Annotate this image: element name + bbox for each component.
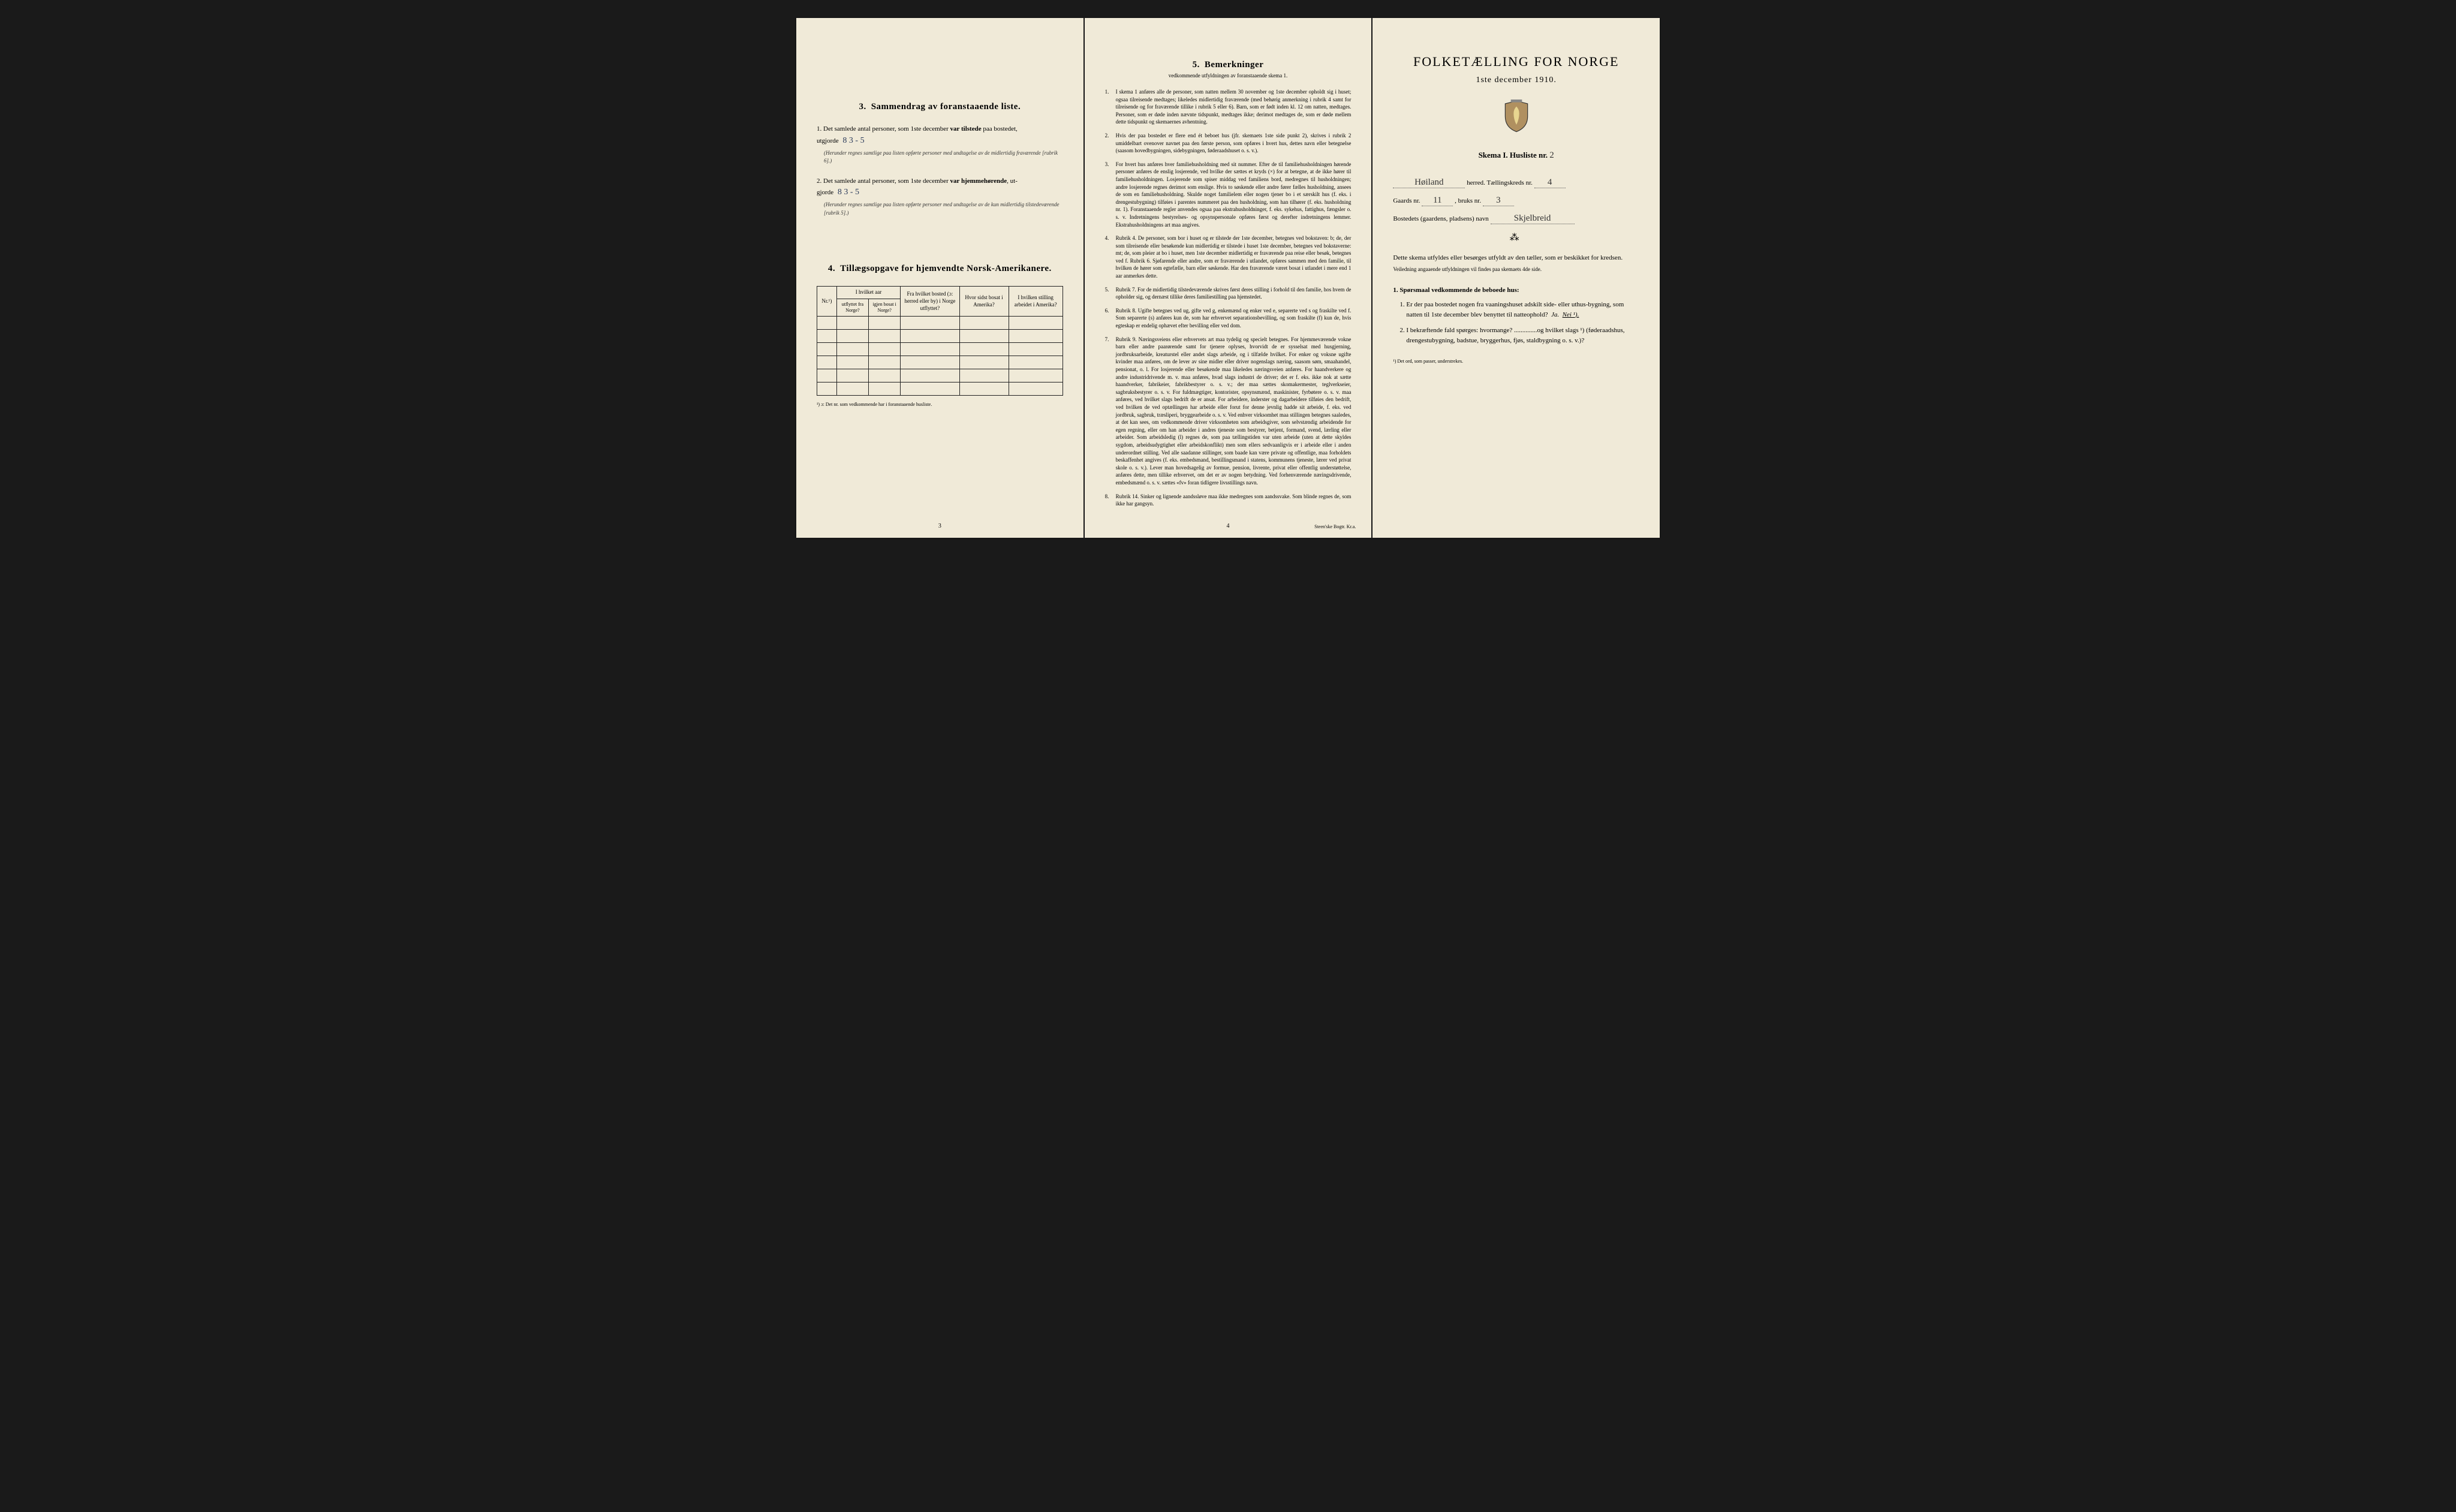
remark-6: Rubrik 8. Ugifte betegnes ved ug, gifte … bbox=[1105, 307, 1352, 330]
americans-table: Nr.¹) I hvilket aar Fra hvilket bosted (… bbox=[817, 286, 1063, 396]
skema-line: Skema I. Husliste nr. 2 bbox=[1393, 150, 1639, 161]
col-emigrated: utflyttet fra Norge? bbox=[836, 299, 868, 317]
page-cover: FOLKETÆLLING FOR NORGE 1ste december 191… bbox=[1373, 18, 1660, 538]
table-body bbox=[817, 317, 1063, 396]
page-number: 3 bbox=[938, 523, 941, 529]
col-from: Fra hvilket bosted (ɔ: herred eller by) … bbox=[901, 287, 959, 317]
question-2: I bekræftende fald spørges: hvormange? .… bbox=[1406, 326, 1639, 345]
herred-line: Høiland herred. Tællingskreds nr. 4 bbox=[1393, 177, 1639, 188]
kreds-value: 4 bbox=[1534, 177, 1566, 188]
summary-list: Det samlede antal personer, som 1ste dec… bbox=[817, 124, 1063, 217]
remark-1: I skema 1 anføres alle de personer, som … bbox=[1105, 88, 1352, 126]
col-where: Hvor sidst bosat i Amerika? bbox=[959, 287, 1009, 317]
table-row bbox=[817, 356, 1063, 369]
coat-of-arms-icon bbox=[1393, 100, 1639, 136]
bosted-line: Bostedets (gaardens, pladsens) navn Skje… bbox=[1393, 213, 1639, 224]
questions-heading: 1. Spørsmaal vedkommende de beboede hus: bbox=[1393, 287, 1639, 294]
ornament-icon: ⁂ bbox=[1393, 231, 1639, 243]
gaard-value: 11 bbox=[1422, 195, 1453, 206]
herred-value: Høiland bbox=[1393, 177, 1465, 188]
col-position: I hvilken stilling arbeidet i Amerika? bbox=[1009, 287, 1063, 317]
remark-4: Rubrik 4. De personer, som bor i huset o… bbox=[1105, 234, 1352, 280]
page-4: 5.Bemerkninger vedkommende utfyldningen … bbox=[1085, 18, 1372, 538]
summary-item-1: Det samlede antal personer, som 1ste dec… bbox=[817, 124, 1063, 165]
page-3: 3.Sammendrag av foranstaaende liste. Det… bbox=[796, 18, 1083, 538]
col-year-group: I hvilket aar bbox=[836, 287, 901, 299]
filler-instruction: Dette skema utfyldes eller besørges utfy… bbox=[1393, 253, 1639, 273]
table-row bbox=[817, 382, 1063, 396]
footnote-1: ¹) ɔ: Det nr. som vedkommende har i fora… bbox=[817, 402, 1063, 407]
census-date: 1ste december 1910. bbox=[1393, 76, 1639, 85]
remark-8: Rubrik 14. Sinker og lignende aandssløve… bbox=[1105, 493, 1352, 508]
summary-item-2: Det samlede antal personer, som 1ste dec… bbox=[817, 176, 1063, 218]
printer-mark: Steen'ske Bogtr. Kr.a. bbox=[1314, 524, 1356, 529]
col-nr: Nr.¹) bbox=[817, 287, 837, 317]
remark-2: Hvis der paa bostedet er flere end ét be… bbox=[1105, 132, 1352, 155]
section3-heading: 3.Sammendrag av foranstaaende liste. bbox=[817, 102, 1063, 112]
husliste-nr: 2 bbox=[1549, 150, 1554, 160]
table-row bbox=[817, 330, 1063, 343]
answer-nei: Nei ¹). bbox=[1563, 311, 1579, 318]
table-row bbox=[817, 317, 1063, 330]
gaard-line: Gaards nr. 11 , bruks nr. 3 bbox=[1393, 195, 1639, 206]
remark-7: Rubrik 9. Næringsveiens eller erhvervets… bbox=[1105, 336, 1352, 487]
remarks-list: I skema 1 anføres alle de personer, som … bbox=[1105, 88, 1352, 508]
handwritten-value-2: 8 3 - 5 bbox=[838, 186, 859, 198]
table-row bbox=[817, 369, 1063, 382]
bosted-value: Skjelbreid bbox=[1491, 213, 1575, 224]
table-row bbox=[817, 343, 1063, 356]
bruks-value: 3 bbox=[1483, 195, 1514, 206]
question-1: Er der paa bostedet nogen fra vaaningshu… bbox=[1406, 300, 1639, 320]
remark-3: For hvert hus anføres hver familiehushol… bbox=[1105, 161, 1352, 228]
handwritten-value-1: 8 3 - 5 bbox=[842, 134, 864, 147]
remark-5: Rubrik 7. For de midlertidig tilstedevær… bbox=[1105, 286, 1352, 301]
page-number: 4 bbox=[1227, 523, 1230, 529]
section5-heading: 5.Bemerkninger bbox=[1105, 60, 1352, 70]
footnote-underline: ¹) Det ord, som passer, understrekes. bbox=[1393, 359, 1639, 364]
questions-list: Er der paa bostedet nogen fra vaaningshu… bbox=[1393, 300, 1639, 345]
section4-heading: 4.Tillægsopgave for hjemvendte Norsk-Ame… bbox=[817, 264, 1063, 274]
section5-subhead: vedkommende utfyldningen av foranstaaend… bbox=[1105, 73, 1352, 79]
col-returned: igjen bosat i Norge? bbox=[869, 299, 901, 317]
document-title: FOLKETÆLLING FOR NORGE bbox=[1393, 54, 1639, 70]
